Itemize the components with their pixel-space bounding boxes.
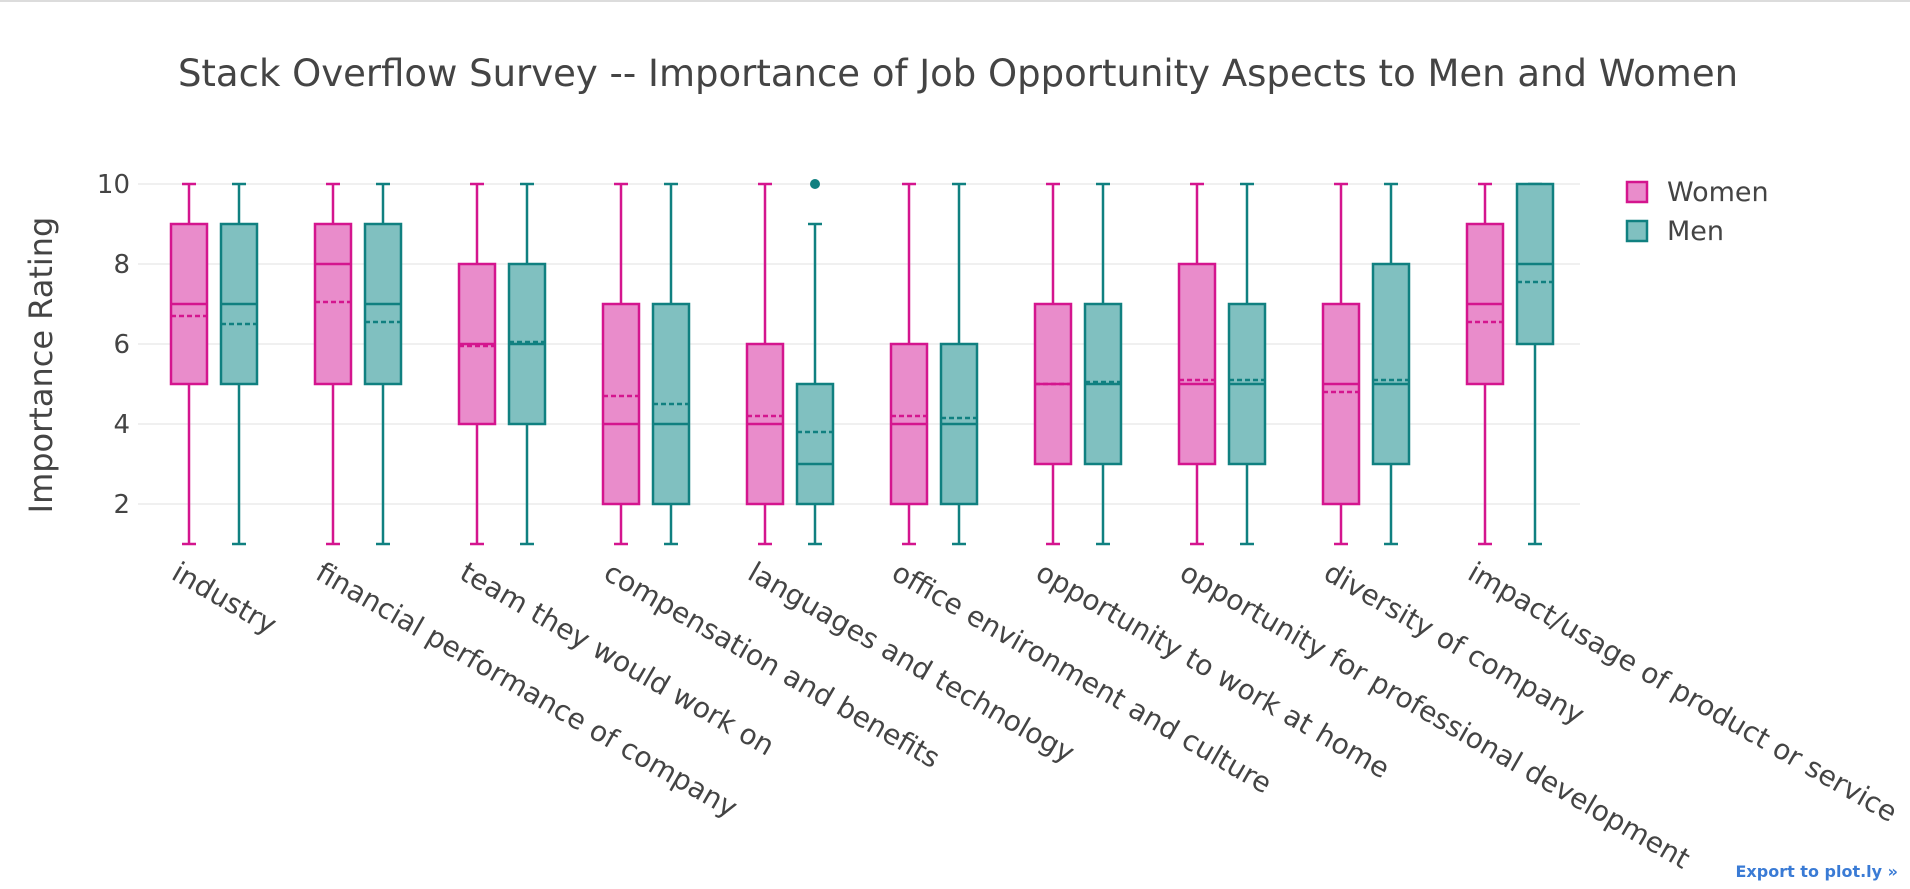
box-men <box>219 182 259 546</box>
box-women <box>1321 182 1361 546</box>
x-tick-label: opportunity for professional development <box>1175 555 1696 875</box>
box-group <box>745 179 835 546</box>
box-group <box>1321 182 1411 546</box>
y-tick-label: 6 <box>113 330 130 360</box>
y-axis-ticks: 2 4 6 8 10 <box>97 170 130 520</box>
boxes <box>169 179 1555 546</box>
y-tick-label: 10 <box>97 170 130 200</box>
box-men <box>795 179 835 546</box>
box-men <box>651 182 691 546</box>
y-tick-label: 2 <box>113 490 130 520</box>
box-women <box>1177 182 1217 546</box>
box-group <box>601 182 691 546</box>
box-men <box>1083 182 1123 546</box>
legend-item-men[interactable]: Men <box>1625 216 1724 247</box>
chart-title: Stack Overflow Survey -- Importance of J… <box>178 52 1738 95</box>
box-group <box>1465 182 1555 546</box>
box-men <box>507 182 547 546</box>
box-women <box>1033 182 1073 546</box>
box-men <box>1371 182 1411 546</box>
box-women <box>889 182 929 546</box>
outlier-point <box>810 179 820 189</box>
box-iqr <box>1177 262 1217 466</box>
box-iqr <box>601 302 641 506</box>
x-tick-label: industry <box>167 555 283 641</box>
box-group <box>457 182 547 546</box>
box-women <box>313 182 353 546</box>
box-women <box>601 182 641 546</box>
box-men <box>939 182 979 546</box>
box-men <box>1515 182 1555 546</box>
box-men <box>363 182 403 546</box>
y-axis-label: Importance Rating <box>22 217 60 514</box>
box-women <box>169 182 209 546</box>
box-group <box>313 182 403 546</box>
legend[interactable]: Women Men <box>1625 177 1769 247</box>
legend-swatch <box>1625 180 1649 204</box>
legend-item-women[interactable]: Women <box>1625 177 1769 208</box>
box-group <box>1177 182 1267 546</box>
x-axis-ticks: industry financial performance of company… <box>167 555 1903 875</box>
box-women <box>745 182 785 546</box>
box-iqr <box>313 222 353 386</box>
box-group <box>889 182 979 546</box>
gridlines <box>138 183 1580 505</box>
box-group <box>169 182 259 546</box>
box-women <box>1465 182 1505 546</box>
box-iqr <box>1321 302 1361 506</box>
x-tick-label: diversity of company <box>1319 555 1591 731</box>
box-group <box>1033 182 1123 546</box>
legend-swatch <box>1625 219 1649 243</box>
box-men <box>1227 182 1267 546</box>
box-iqr <box>795 382 835 506</box>
legend-label: Women <box>1667 177 1769 208</box>
legend-label: Men <box>1667 216 1724 247</box>
box-iqr <box>1371 262 1411 466</box>
box-women <box>457 182 497 546</box>
top-border <box>0 0 1910 2</box>
y-tick-label: 4 <box>113 410 130 440</box>
export-to-plotly-link[interactable]: Export to plot.ly » <box>1735 862 1899 881</box>
y-tick-label: 8 <box>113 250 130 280</box>
